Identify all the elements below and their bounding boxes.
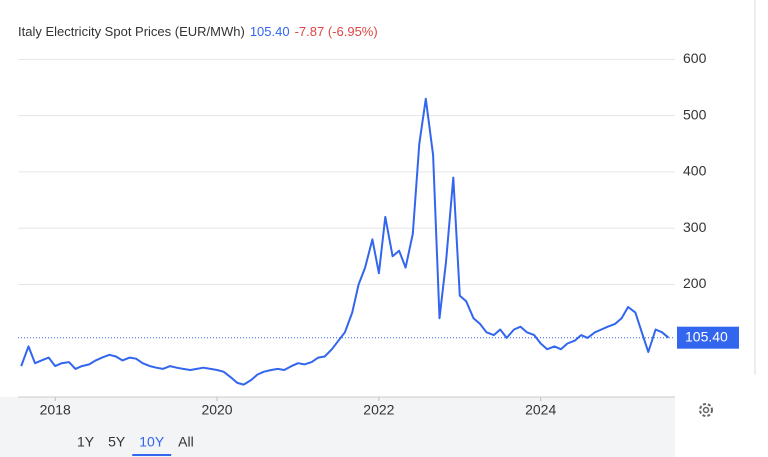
- x-tick-label: 2024: [525, 402, 556, 418]
- range-button[interactable]: 5Y: [108, 434, 126, 450]
- last-value-box: [677, 326, 739, 349]
- title-text: Italy Electricity Spot Prices (EUR/MWh): [18, 24, 245, 39]
- y-tick-label: 300: [683, 219, 707, 235]
- range-button[interactable]: All: [178, 434, 194, 450]
- x-tick-label: 2020: [201, 402, 232, 418]
- range-button[interactable]: 1Y: [77, 434, 95, 450]
- change: -7.87 (-6.95%): [295, 24, 378, 39]
- last-value-label: 105.40: [685, 328, 728, 344]
- y-tick-label: 200: [683, 275, 707, 291]
- y-tick-label: 400: [683, 163, 707, 179]
- price: 105.40: [250, 24, 290, 39]
- settings-icon[interactable]: [699, 403, 713, 417]
- range-button[interactable]: 10Y: [139, 434, 165, 450]
- x-tick-label: 2022: [363, 402, 394, 418]
- x-tick-label: 2018: [40, 402, 71, 418]
- y-tick-label: 600: [683, 50, 707, 66]
- toolbar-bg: [0, 397, 675, 457]
- chart-title: Italy Electricity Spot Prices (EUR/MWh) 1…: [18, 24, 378, 39]
- price-line: [20, 97, 670, 386]
- y-tick-label: 500: [683, 106, 707, 122]
